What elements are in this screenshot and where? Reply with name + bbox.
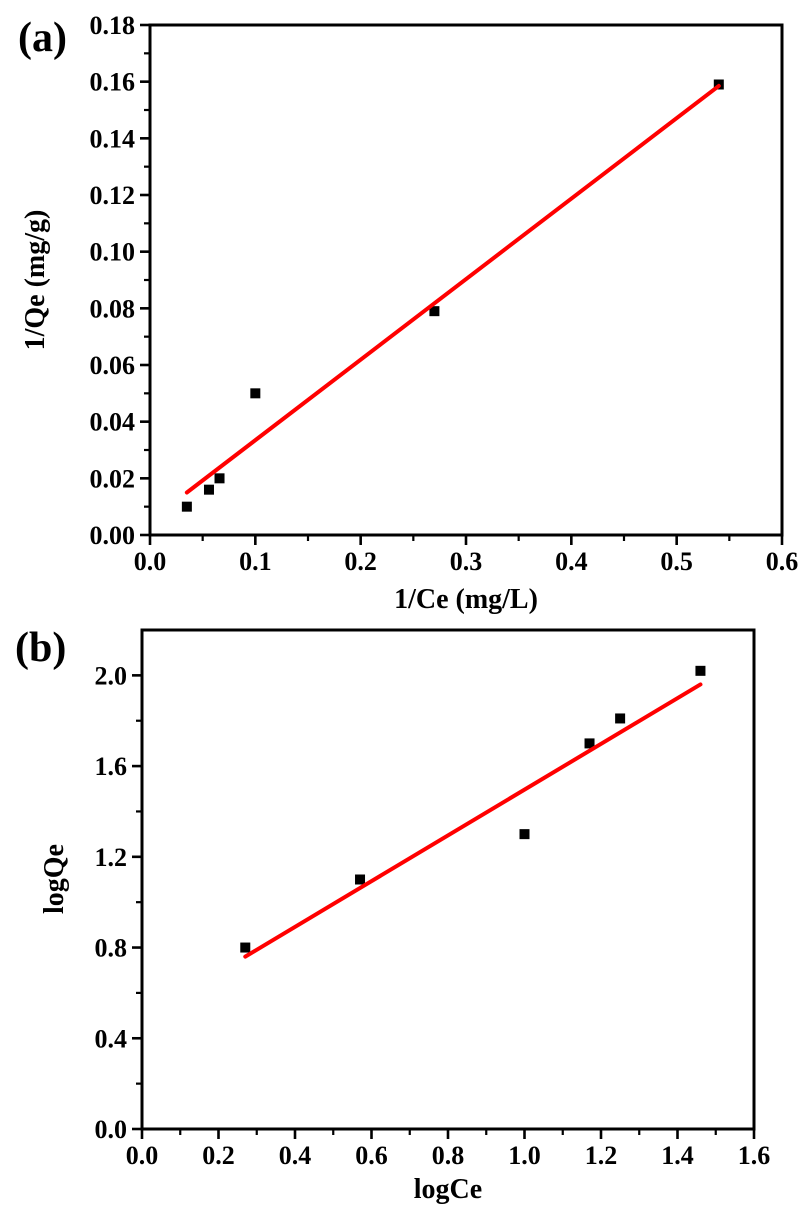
x-axis-tick-label: 0.2 [202, 1141, 235, 1170]
data-point-marker [519, 829, 530, 840]
y-axis-tick-label: 0.10 [90, 238, 136, 267]
x-axis-tick-label: 0.6 [355, 1141, 388, 1170]
x-axis-tick-label: 0.0 [134, 547, 167, 576]
panel-label-b: (b) [15, 625, 67, 671]
x-axis-tick-label: 0.8 [432, 1141, 465, 1170]
fit-line [184, 83, 721, 495]
x-axis-title-a: 1/Ce (mg/L) [394, 584, 538, 615]
x-axis-tick-label: 0.4 [555, 547, 588, 576]
x-axis-tick-label: 0.6 [766, 547, 799, 576]
data-point-marker [181, 501, 192, 512]
y-axis-tick-label: 0.8 [95, 934, 128, 963]
y-axis-tick-label: 0.02 [90, 464, 136, 493]
x-axis-tick-label: 0.0 [126, 1141, 159, 1170]
x-axis-title-b: logCe [413, 1174, 483, 1205]
y-axis-tick-label: 0.04 [90, 408, 136, 437]
data-point-marker [584, 738, 595, 749]
y-axis-tick-label: 0.16 [90, 68, 136, 97]
y-axis-tick-label: 1.6 [95, 752, 128, 781]
data-point-marker [695, 665, 706, 676]
data-point-marker [203, 484, 214, 495]
plot-frame [140, 628, 756, 1131]
y-axis-tick-label: 0.0 [95, 1115, 128, 1144]
y-axis-tick-label: 2.0 [95, 661, 128, 690]
data-point-marker [214, 473, 225, 484]
y-axis-tick-label: 0.08 [90, 294, 136, 323]
y-axis-tick-label: 0.18 [90, 11, 136, 40]
fit-line [243, 682, 703, 959]
x-axis-tick-label: 1.2 [585, 1141, 618, 1170]
x-axis-tick-label: 0.1 [239, 547, 272, 576]
y-axis-tick-label: 0.06 [90, 351, 136, 380]
y-axis-tick-label: 0.4 [95, 1024, 128, 1053]
data-point-marker [429, 306, 440, 317]
x-axis-tick-label: 1.4 [661, 1141, 694, 1170]
data-point-marker [240, 942, 251, 953]
y-axis-tick-label: 0.12 [90, 181, 136, 210]
y-axis-title-b: logQe [39, 844, 70, 914]
panel-label-a: (a) [18, 15, 67, 61]
x-axis-tick-label: 0.5 [660, 547, 693, 576]
x-axis-tick-label: 0.2 [344, 547, 377, 576]
data-point-marker [355, 874, 366, 885]
x-axis-tick-label: 1.0 [508, 1141, 541, 1170]
x-axis-tick-label: 0.4 [279, 1141, 312, 1170]
data-point-marker [250, 388, 261, 399]
y-axis-tick-label: 0.14 [90, 124, 136, 153]
y-axis-tick-label: 1.2 [95, 843, 128, 872]
x-axis-tick-label: 1.6 [738, 1141, 771, 1170]
x-axis-tick-label: 0.3 [450, 547, 483, 576]
data-point-marker [615, 713, 626, 724]
y-axis-tick-label: 0.00 [90, 521, 136, 550]
plot-frame [148, 23, 784, 537]
